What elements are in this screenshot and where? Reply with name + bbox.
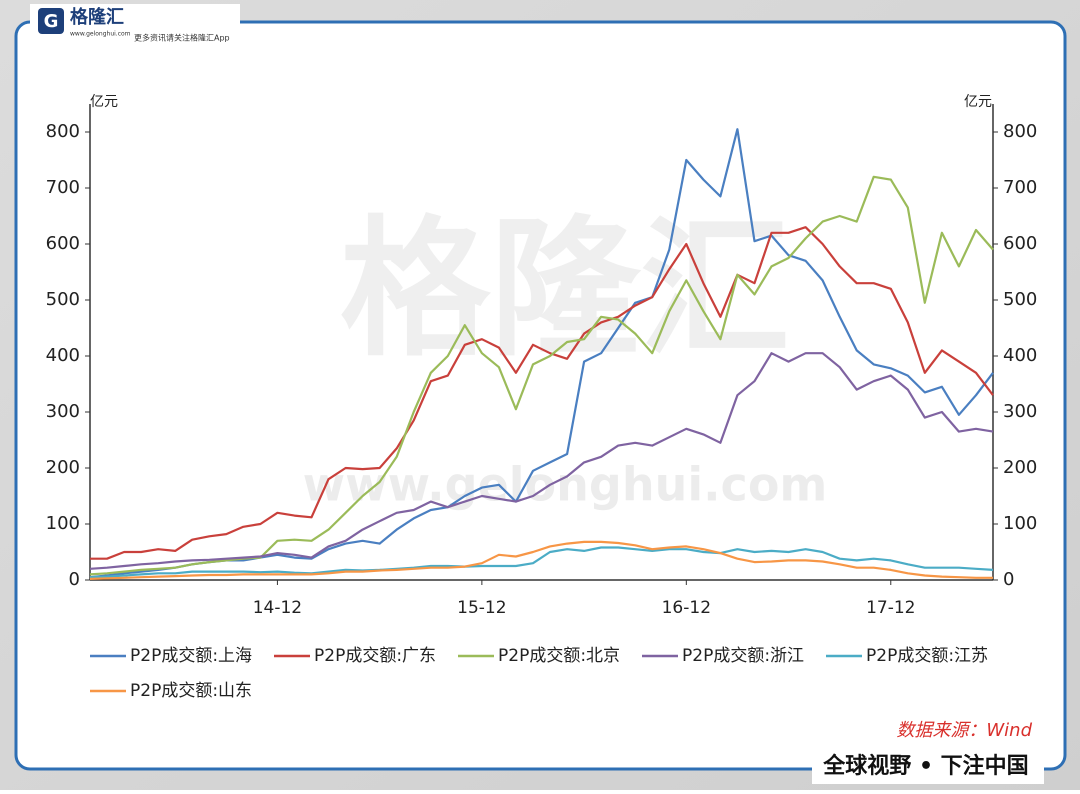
y2-tick-label: 100 (1003, 513, 1037, 534)
y-tick-label: 500 (46, 289, 80, 310)
legend-label: P2P成交额:浙江 (682, 646, 804, 666)
y-tick-label: 400 (46, 345, 80, 366)
x-tick-label: 17-12 (866, 598, 915, 618)
y2-tick-label: 500 (1003, 289, 1037, 310)
series-line (89, 352, 994, 570)
series-line (89, 540, 993, 580)
frame (14, 20, 1067, 771)
series-line (89, 175, 994, 576)
y-tick-label: 800 (46, 121, 80, 142)
tagline: 更多资讯请关注格隆汇App (134, 33, 230, 43)
y2-tick-label: 300 (1003, 401, 1037, 422)
source: 数据来源：Wind (896, 720, 1032, 741)
slogan: 全球视野 • 下注中国 (822, 753, 1028, 779)
legend-label: P2P成交额:北京 (498, 646, 620, 666)
legend-label: P2P成交额:上海 (130, 646, 252, 666)
logo-bg (30, 4, 240, 44)
legend-label: P2P成交额:山东 (130, 681, 252, 701)
legend-label: P2P成交额:江苏 (866, 646, 988, 666)
x-tick-label: 15-12 (457, 598, 506, 618)
watermark-logo: 格隆汇 (340, 203, 790, 377)
y-tick-label: 100 (46, 513, 80, 534)
y2-tick-label: 700 (1003, 177, 1037, 198)
slogan-bg (812, 750, 1044, 784)
logo-site: www.gelonghui.com (70, 31, 131, 38)
series-line (90, 226, 994, 560)
y-tick-label: 600 (46, 233, 80, 254)
y-tick-label: 300 (46, 401, 80, 422)
x-tick-label: 16-12 (662, 598, 711, 618)
y2-axis-label: 亿元 (964, 94, 992, 110)
logo-icon (38, 8, 64, 34)
logo-text: 格隆汇 (70, 6, 124, 28)
logo-mark: G (44, 11, 59, 32)
y2-tick-label: 600 (1003, 233, 1037, 254)
y-tick-label: 0 (69, 569, 80, 590)
y2-tick-label: 0 (1003, 569, 1014, 590)
x-tick-label: 14-12 (253, 598, 302, 618)
legend-label: P2P成交额:广东 (314, 646, 436, 666)
y-tick-label: 200 (46, 457, 80, 478)
y-tick-label: 700 (46, 177, 80, 198)
y2-tick-label: 200 (1003, 457, 1037, 478)
y-axis-label: 亿元 (90, 94, 118, 110)
series-line (89, 546, 994, 579)
y2-tick-label: 800 (1003, 121, 1037, 142)
y2-tick-label: 400 (1003, 345, 1037, 366)
series-line (89, 128, 994, 579)
